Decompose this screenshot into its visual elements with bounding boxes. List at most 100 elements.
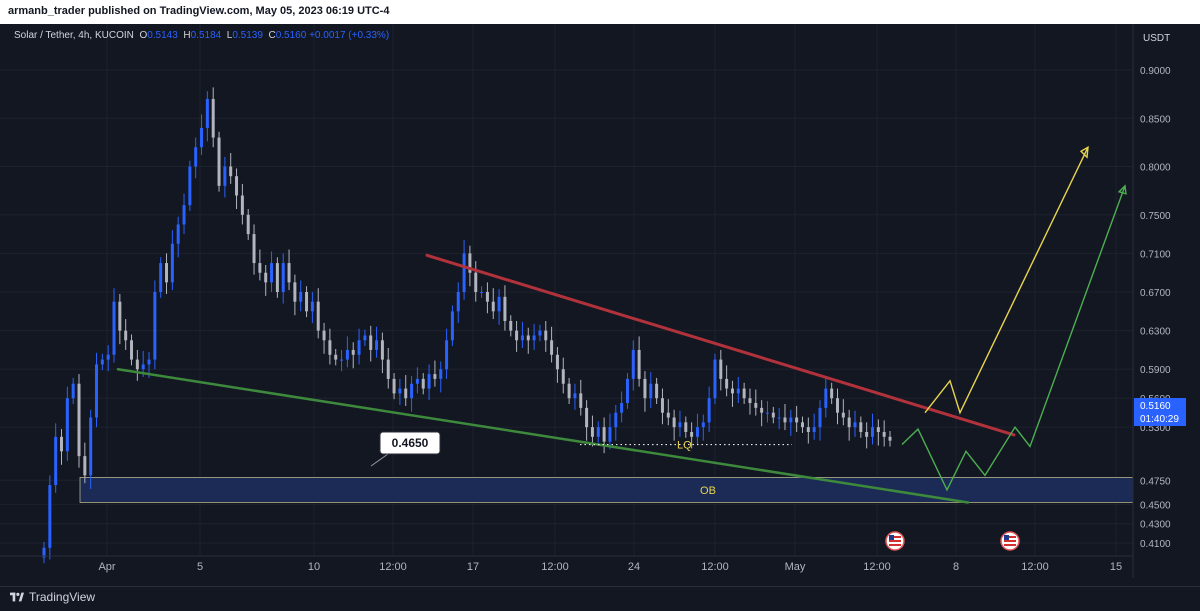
candle-body [684, 422, 688, 432]
candle-body [252, 234, 256, 264]
candle-body [188, 166, 192, 206]
price-callout-box[interactable] [379, 431, 441, 455]
candle-body [754, 403, 758, 408]
symbol-legend[interactable]: Solar / Tether, 4h, KUCOIN O0.5143 H0.51… [14, 30, 389, 41]
time-tick-label: 15 [1110, 561, 1122, 573]
candle-body [870, 427, 874, 437]
support-trendline[interactable] [116, 367, 970, 504]
candle-body [765, 412, 769, 414]
candle-body [165, 263, 169, 283]
candle-body [462, 253, 466, 293]
low-label: L [226, 30, 233, 41]
candle-body [625, 378, 629, 404]
time-tick-label: 12:00 [379, 561, 407, 573]
candle-body [620, 403, 624, 413]
yellow-arrowhead [1079, 145, 1089, 159]
candle-body [503, 296, 507, 321]
candle-body [590, 427, 594, 437]
candle-body [841, 412, 845, 418]
close-label: C [268, 30, 276, 41]
candle-body [707, 398, 711, 423]
candle-body [141, 364, 145, 370]
candle-body [824, 388, 828, 408]
candle-body [363, 335, 367, 341]
candle-body [835, 398, 839, 413]
candle-body [532, 335, 536, 341]
resistance-trendline[interactable] [425, 253, 1016, 437]
candle-body [235, 176, 239, 196]
candle-body [205, 98, 209, 128]
tradingview-brand[interactable]: TradingView [10, 590, 95, 604]
time-tick-label: 17 [467, 561, 479, 573]
price-tick-label: 0.4100 [1140, 539, 1171, 550]
candle-body [830, 388, 834, 399]
candle-body [305, 292, 309, 312]
candle-body [293, 282, 297, 302]
us-flag-icon[interactable] [1000, 531, 1020, 551]
candle-body [515, 330, 519, 341]
candle-body [427, 374, 431, 389]
candle-body [357, 340, 361, 355]
brand-text: TradingView [29, 590, 96, 604]
candle-body [631, 349, 635, 379]
currency-label: USDT [1143, 33, 1171, 44]
candle-body [847, 417, 851, 428]
candle-body [65, 398, 69, 452]
candle-body [456, 292, 460, 312]
candle-body [579, 393, 583, 408]
candle-body [433, 374, 437, 379]
green-projection-path[interactable] [901, 185, 1126, 492]
current-price-text: 0.5160 [1140, 401, 1171, 412]
price-tick-label: 0.5300 [1140, 423, 1171, 434]
callout-pointer [370, 453, 389, 467]
candle-body [118, 301, 122, 331]
candle-body [713, 359, 717, 399]
candle-body [95, 364, 99, 418]
price-tick-label: 0.4300 [1140, 520, 1171, 531]
candle-body [643, 378, 647, 399]
candle-body [771, 412, 775, 418]
price-tick-label: 0.5900 [1140, 365, 1171, 376]
us-flag-icon[interactable] [885, 531, 905, 551]
candle-body [316, 301, 320, 331]
price-tick-label: 0.9000 [1140, 66, 1171, 77]
high-value: 0.5184 [190, 30, 222, 41]
candle-body [520, 335, 524, 341]
candle-body [270, 263, 274, 283]
candle-body [159, 263, 163, 293]
candle-body [421, 378, 425, 389]
candle-body [410, 383, 414, 399]
candle-body [258, 263, 262, 273]
candle-body [223, 166, 227, 186]
candle-body [660, 398, 664, 413]
time-axis[interactable]: Apr 5 10 12:00 17 12:00 24 12:00 May 12:00 8 12:00 1… [98, 561, 1122, 573]
candle-body [200, 127, 204, 148]
candle-body [695, 427, 699, 437]
time-tick-label: Apr [98, 561, 115, 573]
time-tick-label: 10 [308, 561, 320, 573]
candle-body [299, 292, 303, 302]
candle-body [760, 407, 764, 413]
price-tick-label: 0.6300 [1140, 327, 1171, 338]
candle-body [468, 253, 472, 273]
green-arrowhead [1117, 184, 1127, 195]
candle-body [369, 335, 373, 350]
candle-body [573, 393, 577, 399]
time-tick-label: 12:00 [1021, 561, 1049, 573]
time-tick-label: 12:00 [701, 561, 729, 573]
candle-body [229, 166, 233, 177]
candle-body [812, 427, 816, 432]
candle-body [71, 383, 75, 399]
candle-body [340, 359, 344, 361]
candle-body [882, 431, 886, 437]
price-tick-label: 0.7100 [1140, 249, 1171, 260]
candle-body [176, 224, 180, 244]
high-label: H [183, 30, 191, 41]
yellow-projection-path[interactable] [924, 146, 1089, 415]
price-axis[interactable]: 0.9000 0.8500 0.8000 0.7500 0.7100 0.6700 0.63… [1140, 66, 1171, 550]
candle-body [439, 369, 443, 379]
candle-body [538, 330, 542, 336]
price-tick-label: 0.8500 [1140, 114, 1171, 125]
candle-body [585, 407, 589, 428]
